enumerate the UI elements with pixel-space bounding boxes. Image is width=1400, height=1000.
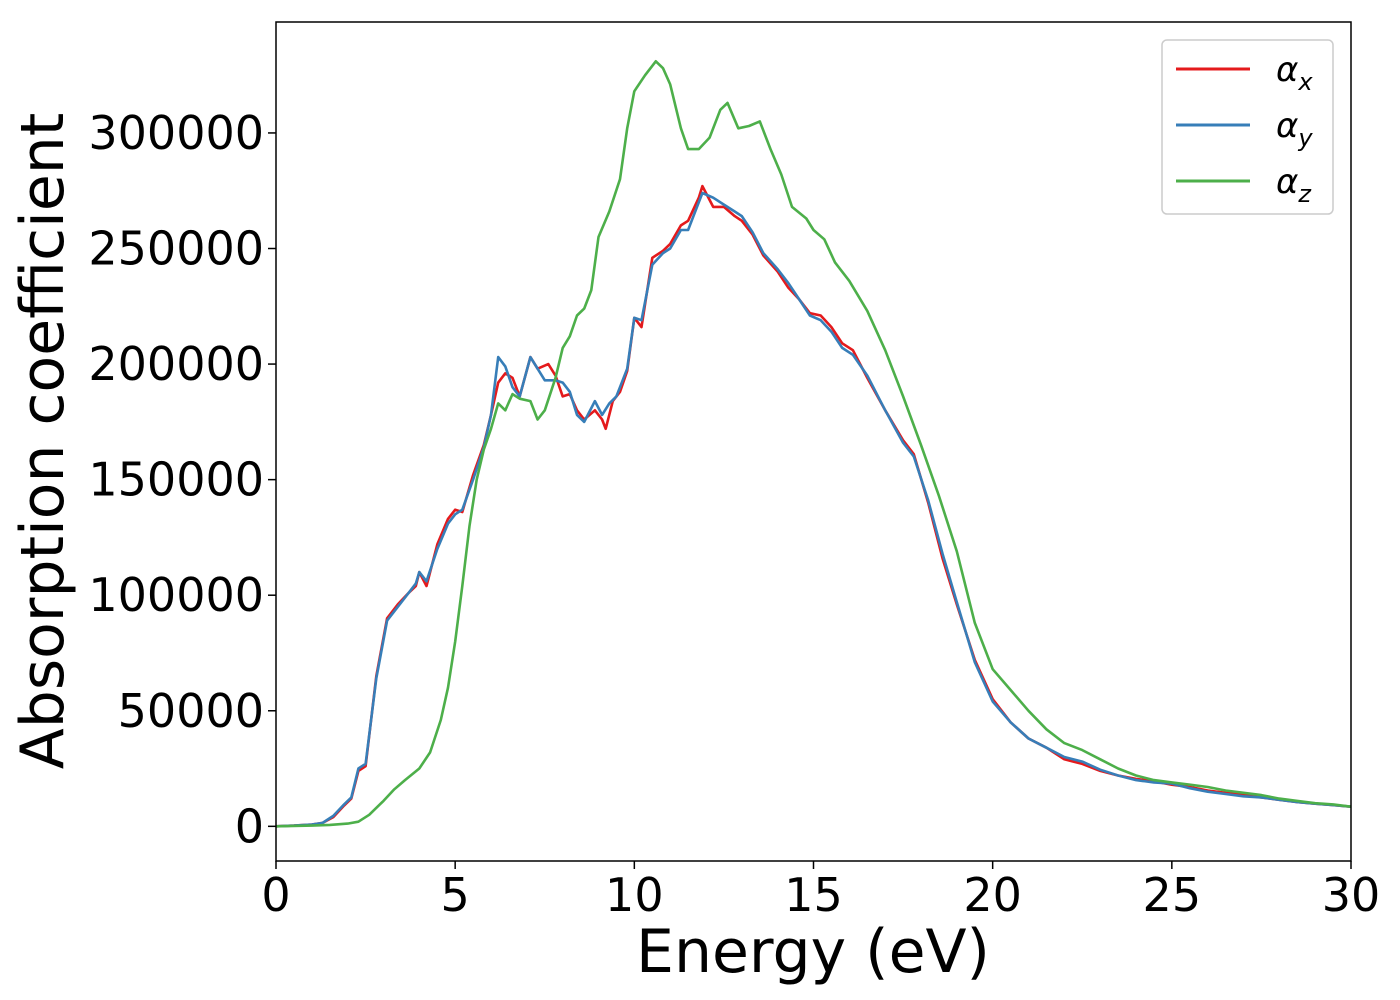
x-axis-label: Energy (eV) <box>636 917 990 987</box>
x-tick-label: 10 <box>605 868 664 922</box>
x-tick-label: 30 <box>1322 868 1381 922</box>
y-tick-label: 300000 <box>88 106 264 160</box>
series-line-y <box>275 191 1352 828</box>
y-axis-label: Absorption coefficient <box>8 113 78 770</box>
y-tick-label: 100000 <box>88 568 264 622</box>
legend-label-y: αy <box>1276 106 1313 152</box>
y-tick-label: 250000 <box>88 222 264 276</box>
x-tick-label: 25 <box>1143 868 1202 922</box>
y-tick-label: 0 <box>235 799 264 853</box>
series-line-z <box>275 60 1352 828</box>
y-tick-label: 200000 <box>88 337 264 391</box>
y-tick-label: 150000 <box>88 453 264 507</box>
y-tick-label: 50000 <box>118 684 264 738</box>
x-tick-label: 0 <box>261 868 290 922</box>
legend: αx αy αz <box>1161 39 1334 215</box>
x-tick-label: 15 <box>784 868 843 922</box>
x-tick-label: 20 <box>963 868 1022 922</box>
x-tick-label: 5 <box>441 868 470 922</box>
y-axis-ticks: 0 50000 100000 150000 200000 250000 300000 <box>88 106 276 853</box>
legend-box <box>1161 39 1334 215</box>
legend-label-z: αz <box>1276 162 1312 208</box>
x-axis-ticks: 0 5 10 15 20 25 30 <box>261 861 1380 922</box>
series-layer <box>275 60 1352 828</box>
legend-label-x: αx <box>1276 50 1313 96</box>
